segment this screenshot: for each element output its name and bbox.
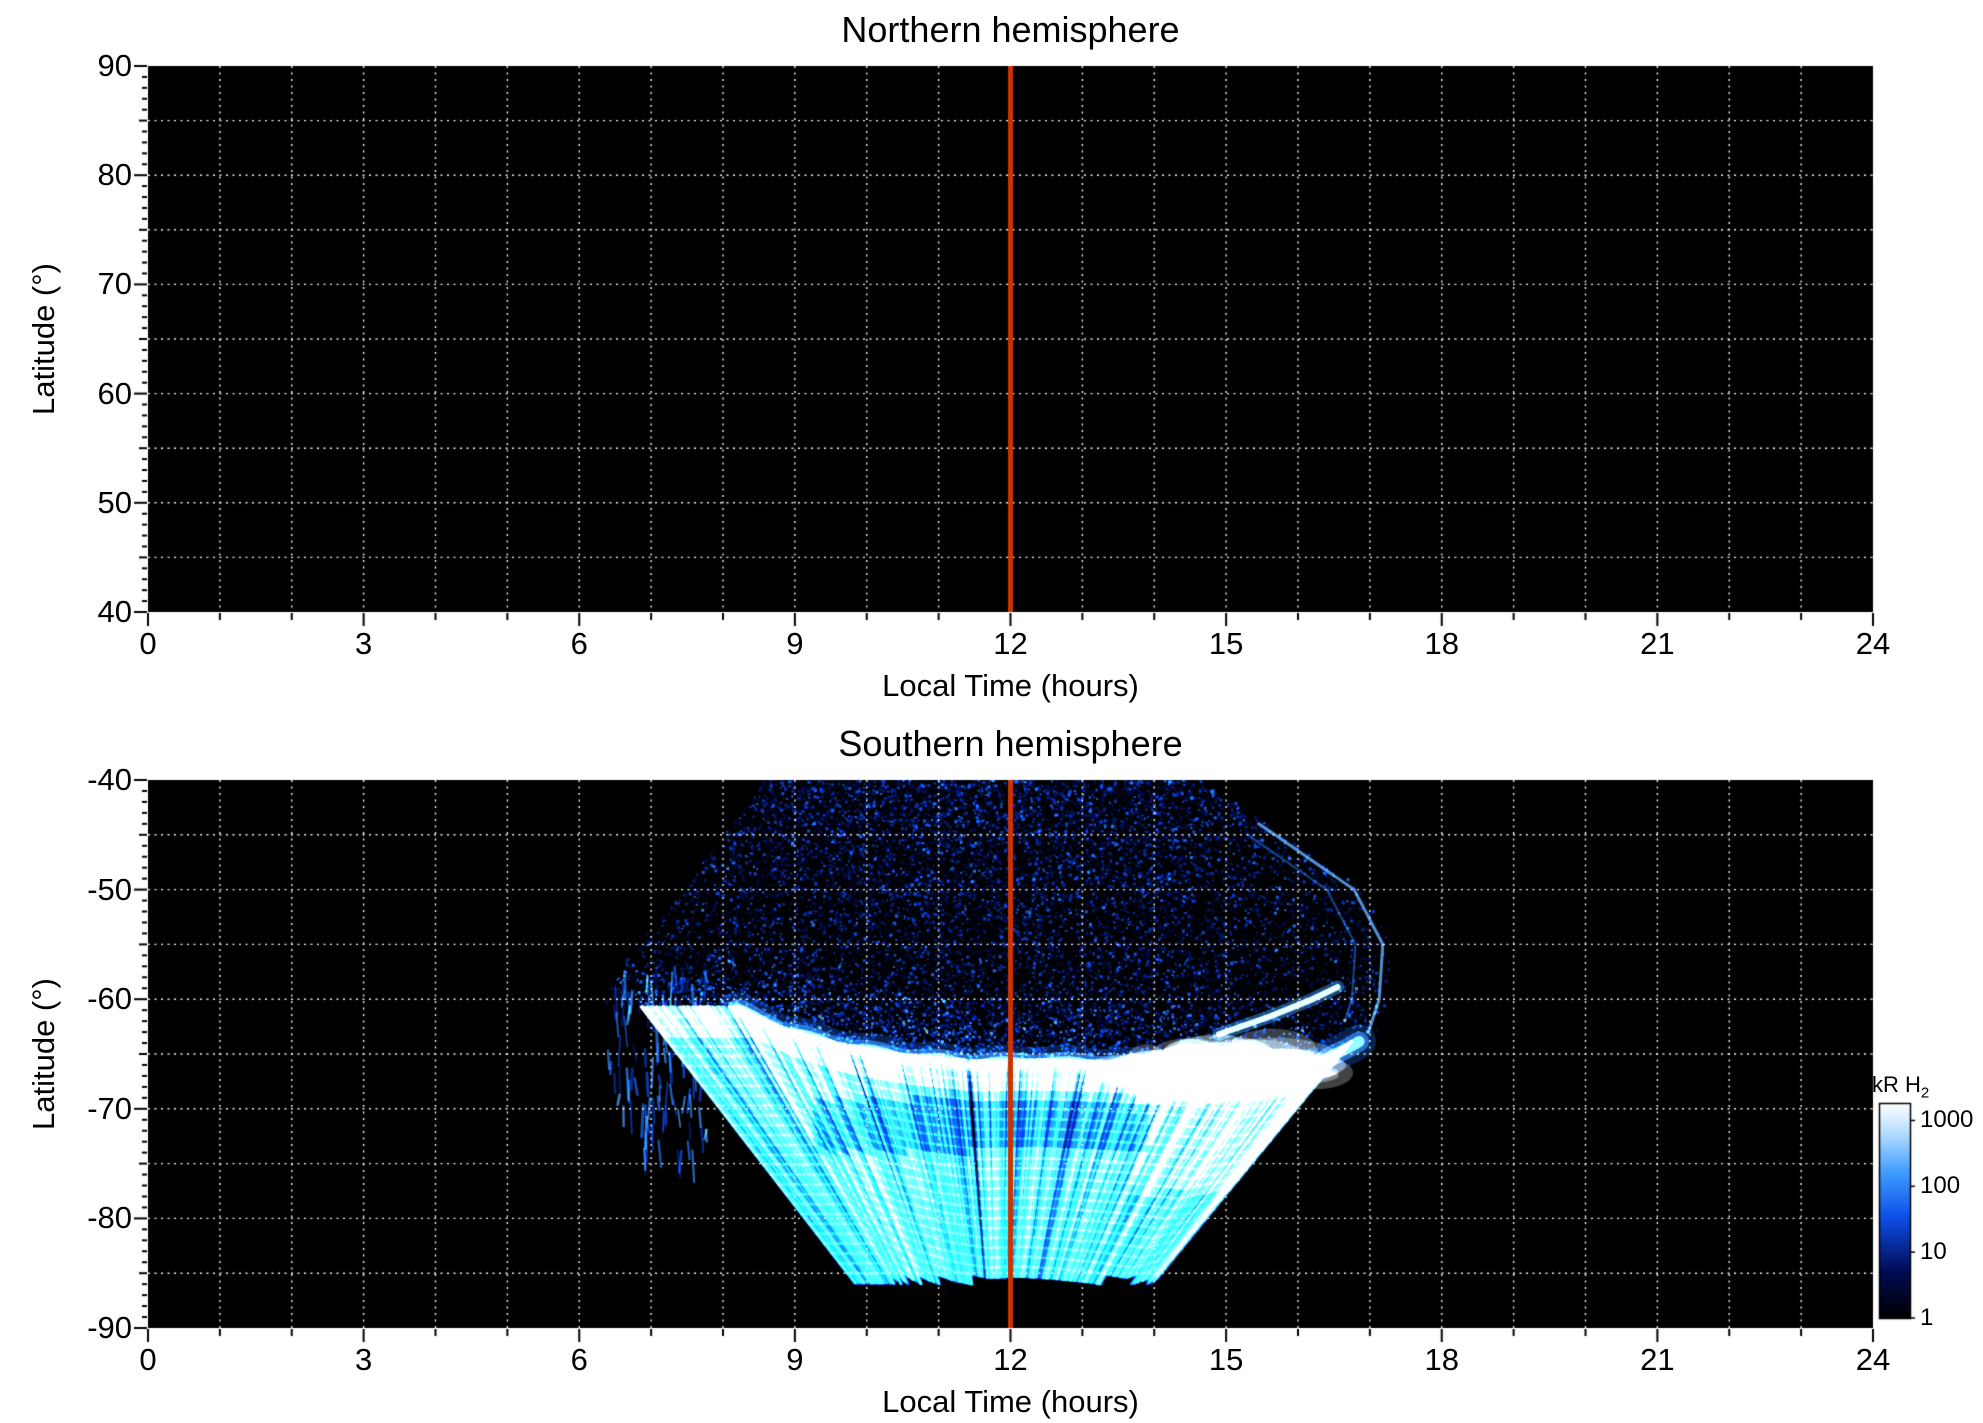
colorbar-label-sub: 2 — [1920, 1084, 1930, 1102]
north-y-tick-label: 40 — [97, 594, 132, 629]
north-x-tick-label: 12 — [993, 626, 1028, 661]
south-panel-title: Southern hemisphere — [838, 723, 1183, 764]
north-x-tick-label: 9 — [786, 626, 804, 661]
south-y-tick-label: -60 — [87, 981, 132, 1017]
north-x-tick-label: 3 — [355, 626, 373, 661]
colorbar-tick-label: 10 — [1920, 1238, 1947, 1266]
north-panel-title: Northern hemisphere — [841, 9, 1180, 50]
north-x-tick-label: 6 — [570, 626, 588, 661]
south-y-axis-label: Latitude (°) — [26, 978, 61, 1130]
south-x-axis-label: Local Time (hours) — [882, 1384, 1139, 1419]
north-y-tick-label: 80 — [97, 157, 132, 193]
south-x-tick-label: 15 — [1208, 1342, 1244, 1377]
south-y-tick-label: -90 — [87, 1310, 132, 1345]
south-x-tick-label: 6 — [570, 1342, 588, 1377]
north-x-tick-label: 15 — [1208, 626, 1244, 661]
colorbar-label: kR H2 — [1872, 1072, 1929, 1106]
north-y-tick-label: 50 — [97, 484, 132, 520]
colorbar-label-main: kR H — [1872, 1072, 1921, 1097]
south-y-tick-label: -50 — [87, 871, 132, 907]
north-x-tick-label: 18 — [1424, 626, 1459, 661]
north-y-tick-label: 70 — [97, 266, 132, 302]
north-y-tick-label: 90 — [97, 48, 132, 83]
south-x-tick-label: 21 — [1640, 1342, 1675, 1377]
north-x-tick-label: 24 — [1855, 626, 1891, 661]
south-y-tick-label: -80 — [87, 1200, 132, 1236]
north-x-tick-label: 0 — [139, 626, 157, 661]
south-y-tick-label: -40 — [87, 762, 132, 797]
south-y-tick-label: -70 — [87, 1090, 132, 1126]
north-y-tick-label: 60 — [97, 375, 132, 411]
south-x-tick-label: 3 — [355, 1342, 373, 1377]
south-x-tick-label: 12 — [993, 1342, 1028, 1377]
colorbar-tick-label: 1000 — [1920, 1106, 1974, 1134]
south-x-tick-label: 18 — [1424, 1342, 1459, 1377]
south-x-tick-label: 0 — [139, 1342, 157, 1377]
south-x-tick-label: 24 — [1855, 1342, 1891, 1377]
north-x-axis-label: Local Time (hours) — [882, 668, 1139, 703]
north-y-axis-label: Latitude (°) — [26, 263, 61, 415]
south-x-tick-label: 9 — [786, 1342, 804, 1377]
colorbar-tick-label: 1 — [1920, 1304, 1934, 1331]
north-x-tick-label: 21 — [1640, 626, 1675, 661]
colorbar-tick-label: 100 — [1920, 1172, 1961, 1200]
